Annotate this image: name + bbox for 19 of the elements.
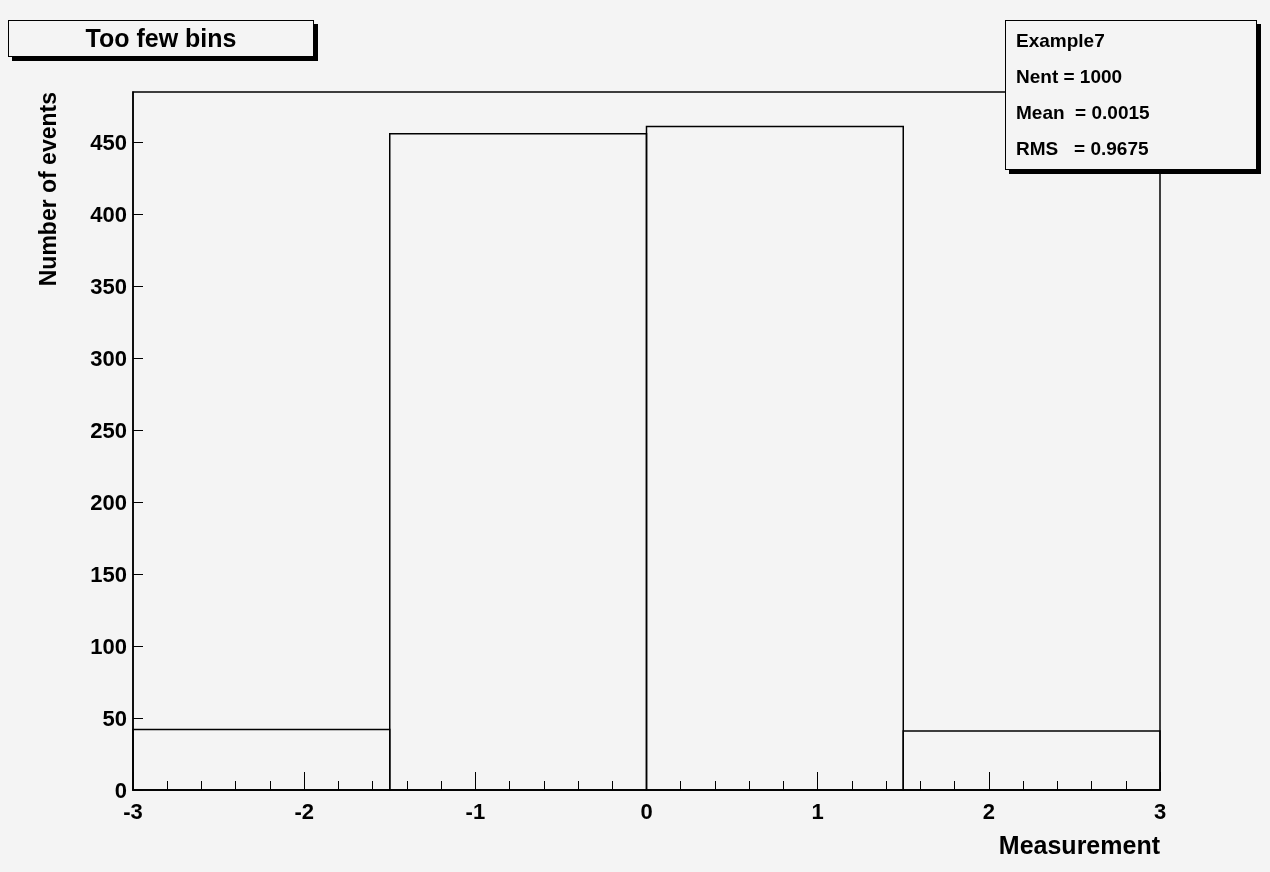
y-tick-label: 250 [90,417,127,443]
y-tick-label: 450 [90,129,127,155]
x-tick-label: 1 [811,798,824,824]
y-tick-label: 300 [90,345,127,371]
y-axis-title: Number of events [34,92,61,287]
x-tick-label: -1 [465,798,486,824]
y-tick-label: 200 [90,489,127,515]
y-tick-label: 400 [90,201,127,227]
annotation: Mean = 0.0015 [1016,101,1151,125]
x-tick-label: 0 [640,798,653,824]
y-tick-label: 350 [90,273,127,299]
x-tick-label: 2 [982,798,995,824]
x-axis-title: Measurement [998,830,1161,859]
y-tick-label: 150 [90,561,127,587]
x-tick-label: 3 [1153,798,1167,824]
y-tick-label: 100 [90,633,127,659]
annotation: RMS = 0.9675 [1016,137,1150,161]
y-tick-label: 50 [102,705,127,731]
x-tick-label: -2 [294,798,314,824]
